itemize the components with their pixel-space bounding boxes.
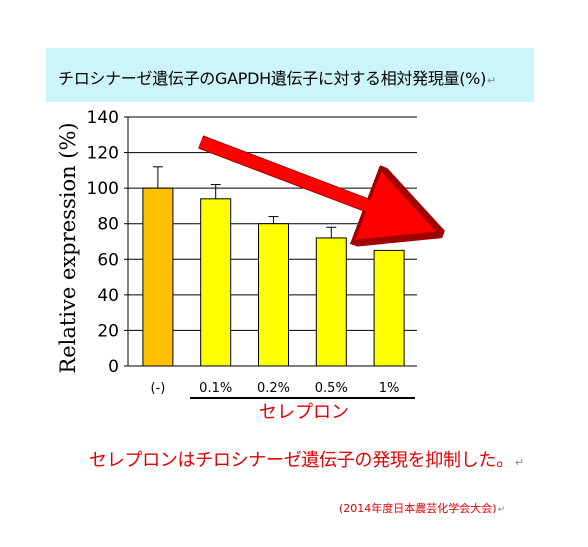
conclusion-text: セレプロンはチロシナーゼ遺伝子の発現を抑制した。↵: [89, 450, 524, 471]
paragraph-mark-icon: ↵: [497, 505, 506, 515]
x-tick-label: 0.2%: [257, 381, 290, 396]
y-tick-label: 20: [97, 321, 119, 341]
y-tick-label: 80: [97, 215, 119, 235]
x-tick-label: 1%: [379, 381, 400, 396]
bar: [373, 249, 405, 367]
y-tick-label: 0: [108, 357, 119, 377]
bars: [142, 187, 405, 367]
y-tick-label: 40: [97, 286, 119, 306]
x-tick-label: 0.5%: [315, 381, 348, 396]
title-box: チロシナーゼ遺伝子のGAPDH遺伝子に対する相対発現量(%)↵: [46, 48, 534, 102]
bar: [258, 223, 289, 367]
y-tick-label: 60: [97, 250, 119, 270]
trend-arrow-shaft: [198, 136, 381, 216]
bar: [315, 237, 347, 367]
bar: [142, 187, 174, 367]
error-bars: [152, 166, 337, 238]
x-tick-label: (-): [150, 381, 165, 396]
paragraph-mark-icon: ↵: [514, 456, 524, 469]
y-tick-label: 140: [87, 108, 119, 128]
trend-arrow: [198, 135, 381, 216]
x-tick-label: 0.1%: [199, 381, 232, 396]
chart-title: チロシナーゼ遺伝子のGAPDH遺伝子に対する相対発現量(%)↵: [58, 69, 496, 88]
bar: [200, 198, 232, 367]
y-tick-label: 120: [87, 144, 119, 164]
x-axis-label: セレプロン: [259, 402, 349, 423]
y-tick-label: 100: [87, 179, 119, 199]
y-axis-label: Relative expression (%): [56, 122, 80, 373]
paragraph-mark-icon: ↵: [487, 74, 496, 87]
source-citation: (2014年度日本農芸化学会大会)↵: [339, 502, 506, 515]
tick-labels: 0 20 40 60 80 100 120 140 (-) 0.1% 0.2% 0.5% 1%: [87, 108, 400, 396]
